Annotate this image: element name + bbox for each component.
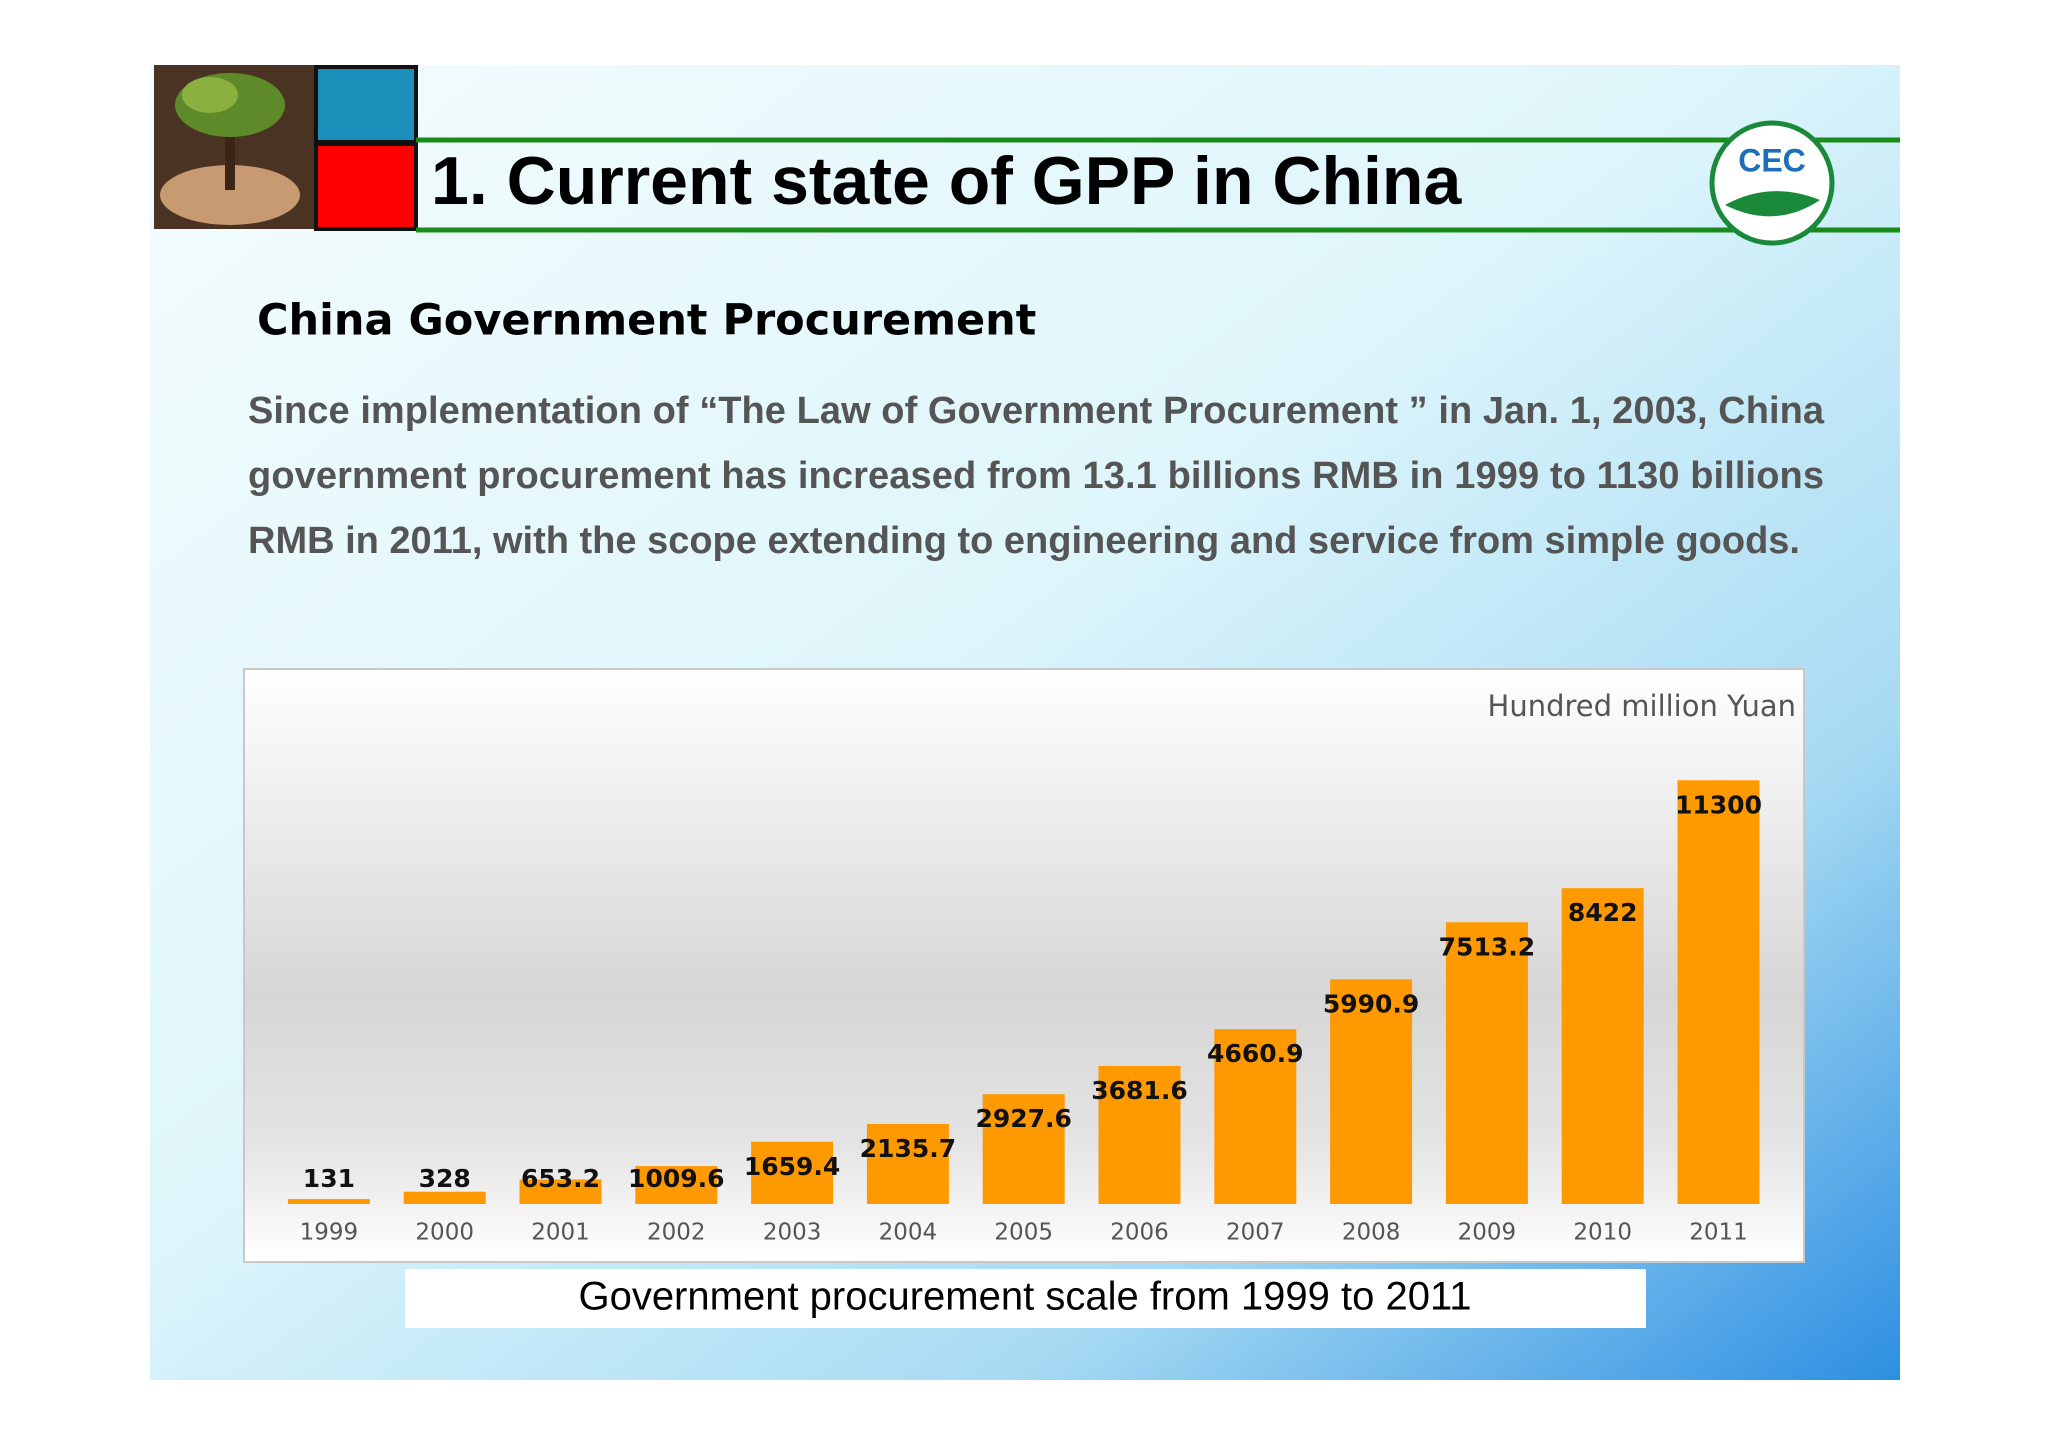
bar — [751, 1141, 834, 1204]
bar — [1445, 922, 1528, 1204]
bar — [866, 1123, 949, 1204]
value-label: 131 — [303, 1164, 355, 1193]
value-label: 4660.9 — [1207, 1039, 1303, 1068]
paragraph-line: government procurement has increased fro… — [248, 455, 1824, 497]
bar — [982, 1094, 1065, 1204]
x-tick-label: 2006 — [1110, 1220, 1169, 1246]
x-tick-label: 2001 — [531, 1220, 590, 1246]
x-tick-label: 2004 — [879, 1220, 938, 1246]
value-label: 328 — [419, 1164, 471, 1193]
bar — [1330, 979, 1413, 1204]
value-label: 8422 — [1568, 898, 1638, 927]
value-label: 11300 — [1675, 790, 1762, 819]
x-tick-label: 2003 — [763, 1220, 822, 1246]
red-square — [314, 142, 418, 231]
subtitle: China Government Procurement — [257, 296, 1036, 346]
x-tick-label: 1999 — [300, 1220, 359, 1246]
bar — [1677, 780, 1760, 1204]
logo-text: CEC — [1738, 142, 1806, 178]
value-label: 3681.6 — [1091, 1076, 1187, 1105]
bar — [635, 1166, 718, 1204]
unit-label: Hundred million Yuan — [1488, 689, 1796, 723]
value-label: 7513.2 — [1439, 932, 1535, 961]
slide-title: 1. Current state of GPP in China — [431, 143, 1462, 219]
blue-square — [314, 65, 418, 144]
x-tick-label: 2009 — [1458, 1220, 1517, 1246]
bar — [519, 1179, 602, 1204]
bar — [287, 1199, 370, 1204]
paragraph-line: Since implementation of “The Law of Gove… — [248, 390, 1825, 432]
bar — [1098, 1065, 1181, 1204]
x-tick-label: 2005 — [994, 1220, 1053, 1246]
x-tick-label: 2011 — [1689, 1220, 1748, 1246]
caption: Government procurement scale from 1999 t… — [578, 1275, 1471, 1319]
value-label: 2927.6 — [975, 1104, 1071, 1133]
x-tick-label: 2010 — [1573, 1220, 1632, 1246]
header-image — [154, 65, 314, 229]
x-tick-label: 2002 — [647, 1220, 706, 1246]
bar — [1561, 888, 1644, 1204]
value-label: 653.2 — [521, 1164, 600, 1193]
value-label: 1009.6 — [628, 1164, 724, 1193]
x-tick-label: 2000 — [415, 1220, 474, 1246]
bar — [403, 1191, 486, 1204]
value-label: 1659.4 — [744, 1152, 840, 1181]
bar — [1214, 1029, 1297, 1204]
value-label: 2135.7 — [860, 1134, 956, 1163]
x-tick-label: 2007 — [1226, 1220, 1285, 1246]
x-tick-label: 2008 — [1342, 1220, 1401, 1246]
caption-box — [405, 1269, 1646, 1328]
paragraph-line: RMB in 2011, with the scope extending to… — [248, 520, 1800, 562]
value-label: 5990.9 — [1323, 989, 1419, 1018]
logo-wave — [1725, 191, 1820, 217]
logo — [1709, 120, 1835, 246]
